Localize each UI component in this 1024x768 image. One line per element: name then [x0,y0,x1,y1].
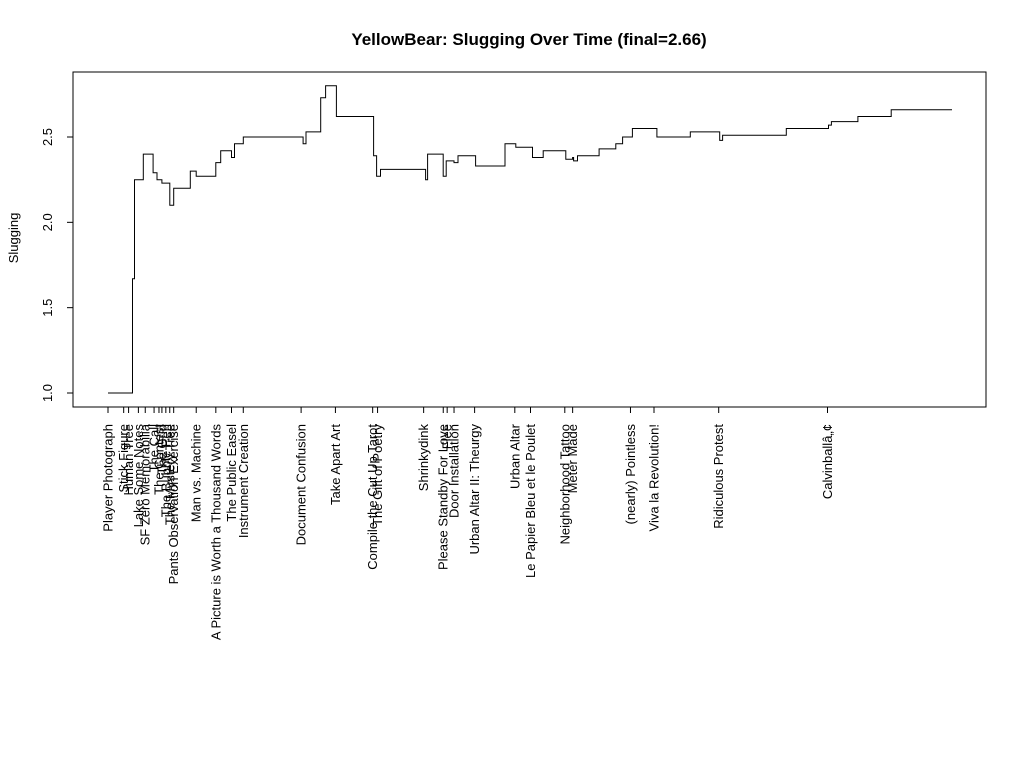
x-tick-label: Compile the Cut Up Tarot [365,424,380,570]
x-tick-label: Player Photograph [101,424,116,532]
x-tick-label: Urban Altar [507,423,522,489]
x-tick-label: The Gift of Poetry [370,424,385,526]
x-tick-label: Door Installation [447,424,462,518]
x-tick-label: Instrument Creation [236,424,251,538]
x-tick-label: Take Apart Art [328,424,343,505]
x-tick-label: Lake Some Notes [131,424,146,528]
x-tick-label: A Picture is Worth a Thousand Words [208,424,223,641]
x-tick-label: The Bubble Pen [158,424,173,517]
x-tick-label: The Call [147,424,162,473]
y-axis: 1.0 1.5 2.0 2.5 [40,128,74,402]
x-tick-label: The Contest [151,424,166,495]
x-tick-label: (nearly) Pointless [623,424,638,525]
x-tick-label: Flee [440,424,455,449]
x-tick-label: Meter Made [565,424,580,493]
chart-title: YellowBear: Slugging Over Time (final=2.… [351,30,706,49]
x-tick-label: Calvinballâ„¢ [820,424,835,499]
x-tick-label: Document Confusion [294,424,309,545]
x-tick-label: The Mystery Tree [162,424,177,525]
x-tick-label: Ridiculous Protest [711,424,726,529]
x-tick-label: Please Standby For Love [436,424,451,570]
y-tick-label: 1.0 [40,384,55,402]
x-tick-label: Man vs. Machine [189,424,204,522]
x-tick-label: The Public Easel [224,424,239,522]
y-tick-label: 2.5 [40,128,55,146]
x-tick-label: Neighborhood Tattoo [557,424,572,544]
x-tick-label: Human Tree [121,424,136,496]
slugging-line [108,85,952,394]
x-tick-label: SF Zero Memorabilia [138,423,153,545]
x-tick-label: Shrinkydink [416,424,431,492]
y-axis-label: Slugging [6,213,21,264]
x-tick-label: Pants Observation Exercise [166,424,181,584]
x-tick-label: Viva la Revolution! [647,424,662,531]
y-tick-label: 2.0 [40,213,55,231]
x-tick-label: Urban Altar II: Theurgy [467,424,482,555]
x-tick-label: The Grid [154,424,169,475]
x-tick-label: Stick Figure [116,424,131,493]
x-tick-label: Le Papier Bleu et le Poulet [523,424,538,578]
y-tick-label: 1.5 [40,299,55,317]
